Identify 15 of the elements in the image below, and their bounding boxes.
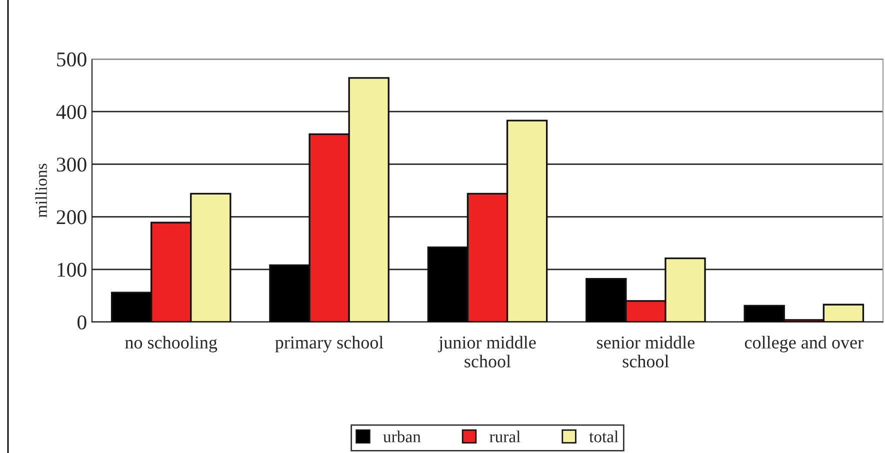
y-tick-label: 300 (56, 158, 86, 172)
x-tick-label: primary school (275, 336, 384, 352)
legend-label: rural (490, 430, 520, 442)
x-tick-label: senior middle school (597, 336, 694, 368)
x-tick-label: no schooling (125, 336, 218, 352)
legend-label: total (589, 430, 618, 442)
y-tick-label: 400 (56, 104, 86, 120)
y-tick-label: 200 (56, 210, 86, 224)
y-tick-label: 100 (58, 262, 86, 277)
x-tick-label: college and over (744, 336, 864, 352)
legend-label: urban (383, 430, 421, 442)
x-tick-label: junior middle school (438, 336, 536, 368)
y-tick-label: 500 (57, 52, 86, 66)
y-tick-label: 0 (78, 315, 86, 330)
y-axis-title: millions (35, 164, 47, 218)
